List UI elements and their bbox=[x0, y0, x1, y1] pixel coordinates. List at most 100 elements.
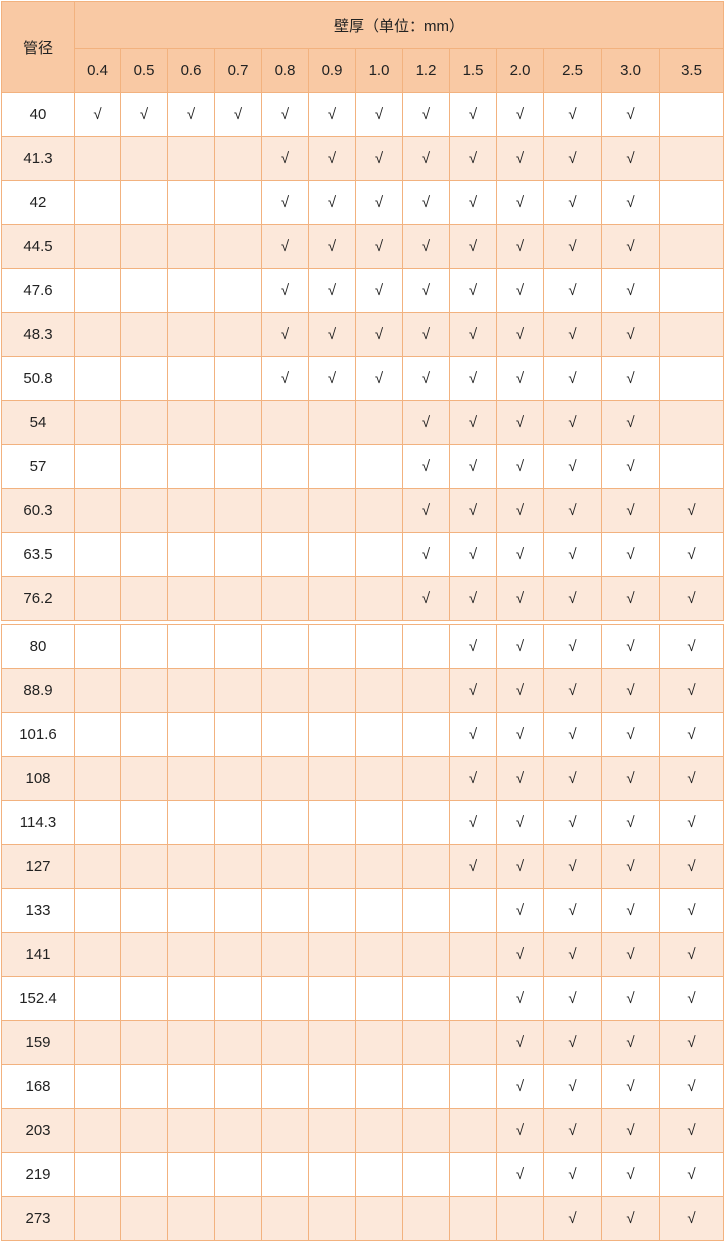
check-cell bbox=[214, 668, 262, 713]
check-cell: √ bbox=[543, 668, 602, 713]
group-header: 壁厚（单位：mm） bbox=[74, 1, 724, 49]
check-cell: √ bbox=[449, 312, 497, 357]
check-cell bbox=[308, 1108, 356, 1153]
check-cell bbox=[214, 224, 262, 269]
check-cell bbox=[214, 356, 262, 401]
check-cell bbox=[214, 888, 262, 933]
check-cell bbox=[355, 1064, 403, 1109]
check-cell bbox=[214, 400, 262, 445]
check-cell: √ bbox=[601, 888, 660, 933]
check-cell bbox=[120, 844, 168, 889]
check-cell bbox=[120, 756, 168, 801]
check-cell: √ bbox=[496, 668, 544, 713]
check-cell bbox=[214, 844, 262, 889]
check-cell: √ bbox=[449, 624, 497, 669]
check-cell bbox=[659, 136, 724, 181]
check-cell: √ bbox=[308, 356, 356, 401]
check-cell bbox=[402, 668, 450, 713]
check-cell bbox=[402, 932, 450, 977]
diameter-cell: 141 bbox=[1, 932, 75, 977]
check-cell: √ bbox=[496, 268, 544, 313]
check-cell bbox=[308, 444, 356, 489]
check-cell bbox=[120, 1108, 168, 1153]
diameter-cell: 63.5 bbox=[1, 532, 75, 577]
check-cell: √ bbox=[402, 532, 450, 577]
check-cell bbox=[214, 932, 262, 977]
check-cell: √ bbox=[601, 488, 660, 533]
check-cell bbox=[355, 888, 403, 933]
check-cell bbox=[74, 1064, 121, 1109]
check-cell bbox=[167, 576, 215, 621]
check-cell bbox=[449, 888, 497, 933]
check-cell: √ bbox=[543, 356, 602, 401]
diameter-cell: 168 bbox=[1, 1064, 75, 1109]
check-cell: √ bbox=[496, 180, 544, 225]
check-cell: √ bbox=[543, 976, 602, 1021]
check-cell bbox=[261, 668, 309, 713]
check-cell: √ bbox=[496, 1152, 544, 1197]
check-cell: √ bbox=[543, 800, 602, 845]
check-cell bbox=[308, 400, 356, 445]
check-cell: √ bbox=[496, 356, 544, 401]
check-cell bbox=[120, 1064, 168, 1109]
check-cell bbox=[355, 1108, 403, 1153]
check-cell bbox=[74, 1152, 121, 1197]
check-cell: √ bbox=[261, 224, 309, 269]
check-cell bbox=[402, 712, 450, 757]
check-cell bbox=[74, 576, 121, 621]
check-cell bbox=[214, 488, 262, 533]
check-cell: √ bbox=[543, 224, 602, 269]
check-cell: √ bbox=[659, 712, 724, 757]
check-cell: √ bbox=[496, 756, 544, 801]
thickness-header: 3.5 bbox=[659, 48, 724, 93]
check-cell: √ bbox=[543, 488, 602, 533]
check-cell bbox=[355, 712, 403, 757]
check-cell bbox=[355, 932, 403, 977]
check-cell: √ bbox=[601, 1020, 660, 1065]
diameter-cell: 88.9 bbox=[1, 668, 75, 713]
check-cell: √ bbox=[496, 712, 544, 757]
check-cell: √ bbox=[496, 576, 544, 621]
check-cell: √ bbox=[449, 844, 497, 889]
check-cell: √ bbox=[261, 136, 309, 181]
check-cell: √ bbox=[543, 844, 602, 889]
check-cell bbox=[120, 532, 168, 577]
check-cell bbox=[167, 888, 215, 933]
thickness-header: 0.4 bbox=[74, 48, 121, 93]
thickness-header: 2.5 bbox=[543, 48, 602, 93]
check-cell: √ bbox=[543, 712, 602, 757]
check-cell bbox=[214, 532, 262, 577]
check-cell bbox=[167, 1108, 215, 1153]
check-cell bbox=[261, 400, 309, 445]
check-cell bbox=[120, 356, 168, 401]
check-cell: √ bbox=[496, 800, 544, 845]
corner-header: 管径 bbox=[1, 1, 75, 93]
check-cell bbox=[74, 624, 121, 669]
check-cell: √ bbox=[74, 92, 121, 137]
diameter-cell: 159 bbox=[1, 1020, 75, 1065]
check-cell: √ bbox=[601, 224, 660, 269]
check-cell bbox=[261, 844, 309, 889]
check-cell: √ bbox=[659, 1064, 724, 1109]
check-cell: √ bbox=[402, 488, 450, 533]
check-cell bbox=[261, 1020, 309, 1065]
check-cell bbox=[308, 844, 356, 889]
check-cell: √ bbox=[659, 576, 724, 621]
diameter-cell: 101.6 bbox=[1, 712, 75, 757]
check-cell: √ bbox=[659, 756, 724, 801]
check-cell bbox=[167, 1064, 215, 1109]
check-cell bbox=[120, 624, 168, 669]
check-cell bbox=[308, 756, 356, 801]
check-cell bbox=[120, 224, 168, 269]
check-cell bbox=[308, 888, 356, 933]
check-cell: √ bbox=[496, 976, 544, 1021]
check-cell bbox=[659, 180, 724, 225]
check-cell bbox=[214, 712, 262, 757]
check-cell bbox=[120, 312, 168, 357]
check-cell bbox=[74, 1020, 121, 1065]
check-cell: √ bbox=[659, 976, 724, 1021]
check-cell bbox=[261, 1064, 309, 1109]
check-cell: √ bbox=[402, 576, 450, 621]
check-cell bbox=[120, 800, 168, 845]
check-cell bbox=[74, 400, 121, 445]
